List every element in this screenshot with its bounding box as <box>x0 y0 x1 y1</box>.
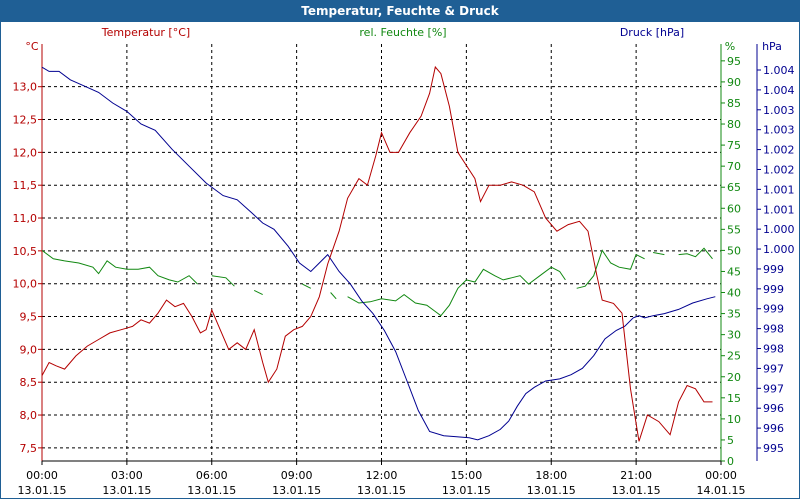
temperature-tick-label: 9,0 <box>20 343 38 356</box>
humidity-tick-label: 20 <box>727 371 741 384</box>
x-tick-time: 06:00 <box>196 469 228 482</box>
x-tick-time: 21:00 <box>620 469 652 482</box>
humidity-line <box>678 247 713 260</box>
temperature-tick-label: 8,5 <box>20 376 38 389</box>
temperature-tick-label: 9,5 <box>20 311 38 324</box>
chart-title: Temperatur, Feuchte & Druck <box>0 0 800 22</box>
pressure-tick-label: 1.004 <box>763 84 795 97</box>
pressure-tick-label: 1.002 <box>763 144 795 157</box>
humidity-tick-label: 90 <box>727 76 741 89</box>
pressure-tick-label: 998 <box>763 343 784 356</box>
pressure-tick-label: 999 <box>763 263 784 276</box>
pressure-tick-label: 1.001 <box>763 183 795 196</box>
pressure-unit: hPa <box>762 40 782 53</box>
x-tick-date: 13.01.15 <box>442 484 491 497</box>
humidity-line <box>576 249 645 289</box>
humidity-tick-label: 30 <box>727 329 741 342</box>
humidity-line <box>330 292 337 300</box>
humidity-unit: % <box>725 40 735 53</box>
humidity-axis-label: rel. Feuchte [%] <box>359 26 446 39</box>
pressure-line <box>41 66 716 441</box>
humidity-tick-label: 55 <box>727 223 741 236</box>
humidity-tick-label: 95 <box>727 55 741 68</box>
pressure-tick-label: 998 <box>763 323 784 336</box>
humidity-line <box>347 266 566 317</box>
humidity-tick-label: 35 <box>727 308 741 321</box>
pressure-tick-label: 997 <box>763 362 784 375</box>
x-tick-time: 09:00 <box>281 469 313 482</box>
humidity-line <box>302 283 312 289</box>
pressure-tick-label: 1.000 <box>763 243 795 256</box>
pressure-tick-label: 999 <box>763 283 784 296</box>
temperature-tick-label: 7,5 <box>20 442 38 455</box>
pressure-axis-label: Druck [hPa] <box>620 26 684 39</box>
temperature-tick-label: 11,5 <box>13 179 38 192</box>
temperature-line <box>41 65 713 442</box>
humidity-tick-label: 15 <box>727 392 741 405</box>
x-tick-time: 18:00 <box>535 469 567 482</box>
pressure-tick-label: 1.004 <box>763 64 795 77</box>
pressure-tick-label: 1.003 <box>763 104 795 117</box>
temperature-tick-label: 12,5 <box>13 114 38 127</box>
tick-labels: 7,5 8,0 8,5 9,0 9,5 10,0 10,5 11,0 11,5 12,0 12,5 1… <box>13 55 795 497</box>
temperature-tick-label: 8,0 <box>20 409 38 422</box>
humidity-tick-label: 50 <box>727 244 741 257</box>
humidity-tick-label: 60 <box>727 202 741 215</box>
x-tick-date: 13.01.15 <box>357 484 406 497</box>
humidity-tick-label: 10 <box>727 413 741 426</box>
x-tick-time: 03:00 <box>111 469 143 482</box>
pressure-tick-label: 996 <box>763 422 784 435</box>
x-tick-time: 15:00 <box>451 469 483 482</box>
pressure-tick-label: 995 <box>763 442 784 455</box>
temperature-unit: °C <box>25 40 39 53</box>
pressure-tick-label: 996 <box>763 402 784 415</box>
humidity-line <box>653 252 665 256</box>
humidity-line <box>211 275 235 287</box>
humidity-tick-label: 75 <box>727 139 741 152</box>
temperature-tick-label: 10,5 <box>13 245 38 258</box>
humidity-tick-label: 25 <box>727 350 741 363</box>
humidity-tick-label: 5 <box>727 434 734 447</box>
temperature-tick-label: 10,0 <box>13 278 38 291</box>
humidity-tick-label: 40 <box>727 287 741 300</box>
x-tick-time: 00:00 <box>705 469 737 482</box>
pressure-tick-label: 1.000 <box>763 223 795 236</box>
temperature-axis-label: Temperatur [°C] <box>101 26 190 39</box>
x-tick-date: 13.01.15 <box>272 484 321 497</box>
pressure-tick-label: 1.002 <box>763 163 795 176</box>
pressure-tick-label: 997 <box>763 382 784 395</box>
x-tick-date: 13.01.15 <box>18 484 67 497</box>
humidity-line <box>41 249 198 285</box>
x-tick-time: 00:00 <box>26 469 58 482</box>
pressure-tick-label: 1.003 <box>763 124 795 137</box>
humidity-tick-label: 65 <box>727 181 741 194</box>
humidity-tick-label: 70 <box>727 160 741 173</box>
series-group <box>41 65 716 442</box>
humidity-tick-label: 0 <box>727 455 734 468</box>
x-tick-date: 13.01.15 <box>187 484 236 497</box>
humidity-tick-label: 80 <box>727 118 741 131</box>
humidity-tick-label: 45 <box>727 265 741 278</box>
x-tick-date: 13.01.15 <box>102 484 151 497</box>
x-tick-date: 14.01.15 <box>697 484 746 497</box>
grid <box>42 44 721 461</box>
humidity-tick-label: 85 <box>727 97 741 110</box>
temperature-tick-label: 12,0 <box>13 146 38 159</box>
axes <box>41 44 758 462</box>
pressure-tick-label: 1.001 <box>763 203 795 216</box>
humidity-line <box>253 289 263 296</box>
pressure-tick-label: 999 <box>763 303 784 316</box>
x-tick-date: 13.01.15 <box>527 484 576 497</box>
x-tick-time: 12:00 <box>366 469 398 482</box>
temperature-tick-label: 11,0 <box>13 212 38 225</box>
temperature-tick-label: 13,0 <box>13 81 38 94</box>
x-tick-date: 13.01.15 <box>612 484 661 497</box>
